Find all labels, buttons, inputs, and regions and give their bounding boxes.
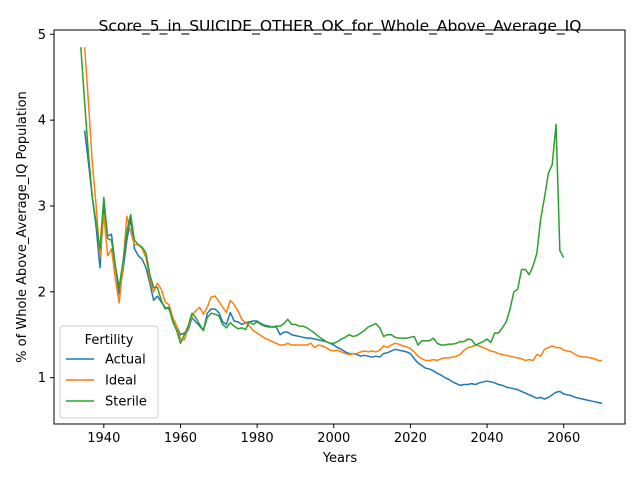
- y-axis: 1 2 3 4 5: [38, 28, 54, 386]
- y-tick-label: 3: [38, 199, 46, 214]
- y-tick-label: 1: [38, 371, 46, 386]
- x-axis: 1940 1960 1980 2000 2020 2040 2060: [87, 424, 580, 446]
- y-tick-label: 2: [38, 285, 46, 300]
- x-tick-label: 2020: [394, 431, 427, 446]
- legend-label-ideal: Ideal: [105, 374, 137, 389]
- y-axis-label: % of Whole Above_Average_IQ Population: [15, 91, 30, 363]
- y-tick-label: 4: [38, 114, 46, 129]
- chart-title: Score_5_in_SUICIDE_OTHER_OK_for_Whole_Ab…: [99, 17, 582, 36]
- legend-label-actual: Actual: [105, 353, 146, 368]
- x-axis-label: Years: [322, 451, 358, 466]
- plot-lines: [80, 47, 603, 405]
- legend-title: Fertility: [85, 333, 134, 348]
- x-tick-label: 2000: [317, 431, 350, 446]
- x-tick-label: 1960: [164, 431, 197, 446]
- series-line-ideal: [83, 47, 603, 362]
- x-tick-label: 2040: [470, 431, 503, 446]
- legend: Fertility Actual Ideal Sterile: [59, 325, 159, 419]
- legend-label-sterile: Sterile: [105, 395, 147, 410]
- y-tick-label: 5: [38, 28, 46, 43]
- x-tick-label: 1940: [87, 431, 120, 446]
- legend-frame: [59, 325, 159, 419]
- series-line-sterile: [80, 47, 565, 346]
- x-tick-label: 1980: [241, 431, 274, 446]
- legend-entries: Actual Ideal Sterile: [66, 353, 147, 410]
- x-tick-label: 2060: [547, 431, 580, 446]
- plot-frame: [53, 29, 626, 425]
